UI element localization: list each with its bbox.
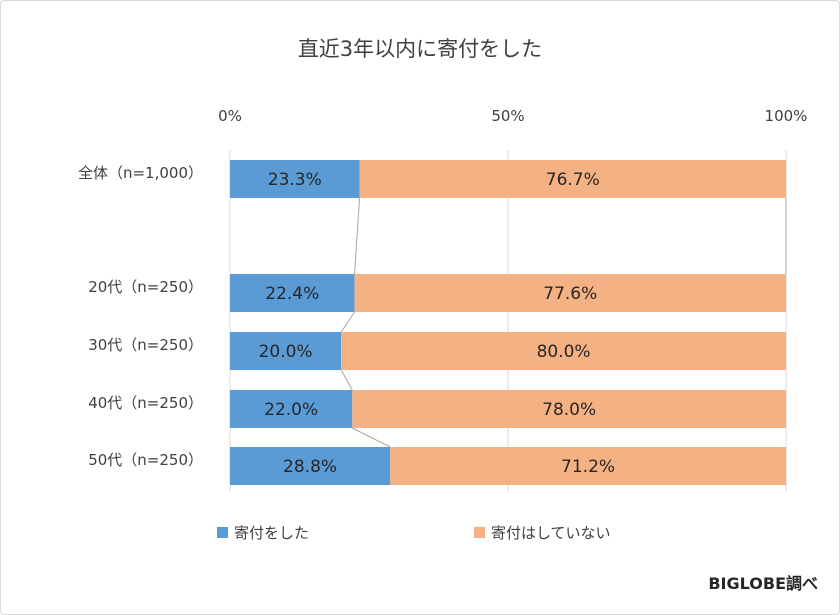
category-label: 30代（n=250）	[88, 336, 203, 354]
series-line	[340, 369, 353, 391]
bar-not-donated	[352, 390, 786, 428]
data-label: 28.8%	[283, 457, 337, 477]
data-label: 23.3%	[268, 170, 322, 190]
legend-swatch-donated	[217, 527, 228, 538]
data-label: 22.0%	[264, 400, 318, 420]
series-line	[354, 197, 361, 275]
category-label: 全体（n=1,000）	[78, 164, 203, 182]
bar-not-donated	[354, 274, 786, 312]
category-label: 50代（n=250）	[88, 451, 203, 469]
data-label: 80.0%	[537, 342, 591, 362]
bar-donated	[230, 332, 342, 370]
series-line	[352, 427, 391, 448]
bar-donated	[230, 160, 360, 198]
bar-not-donated	[390, 447, 786, 485]
data-label: 22.4%	[265, 284, 319, 304]
data-label: 76.7%	[546, 170, 600, 190]
source-note: BIGLOBE調べ	[708, 574, 818, 593]
category-label: 20代（n=250）	[88, 278, 203, 296]
data-label: 77.6%	[543, 284, 597, 304]
category-label: 40代（n=250）	[88, 394, 203, 412]
bar-donated	[230, 390, 353, 428]
x-tick-label: 0%	[218, 107, 242, 125]
bar-donated	[230, 274, 355, 312]
bar-not-donated	[359, 160, 786, 198]
legend-label: 寄付はしていない	[491, 524, 611, 542]
legend-label: 寄付をした	[234, 524, 309, 542]
data-label: 20.0%	[259, 342, 313, 362]
x-tick-label: 50%	[491, 107, 524, 125]
legend-swatch-not-donated	[474, 527, 485, 538]
bar-donated	[230, 447, 391, 485]
x-tick-label: 100%	[765, 107, 808, 125]
series-line	[340, 311, 355, 333]
data-label: 78.0%	[542, 400, 596, 420]
chart-title: 直近3年以内に寄付をした	[297, 37, 543, 61]
data-label: 71.2%	[561, 457, 615, 477]
bar-not-donated	[341, 332, 786, 370]
